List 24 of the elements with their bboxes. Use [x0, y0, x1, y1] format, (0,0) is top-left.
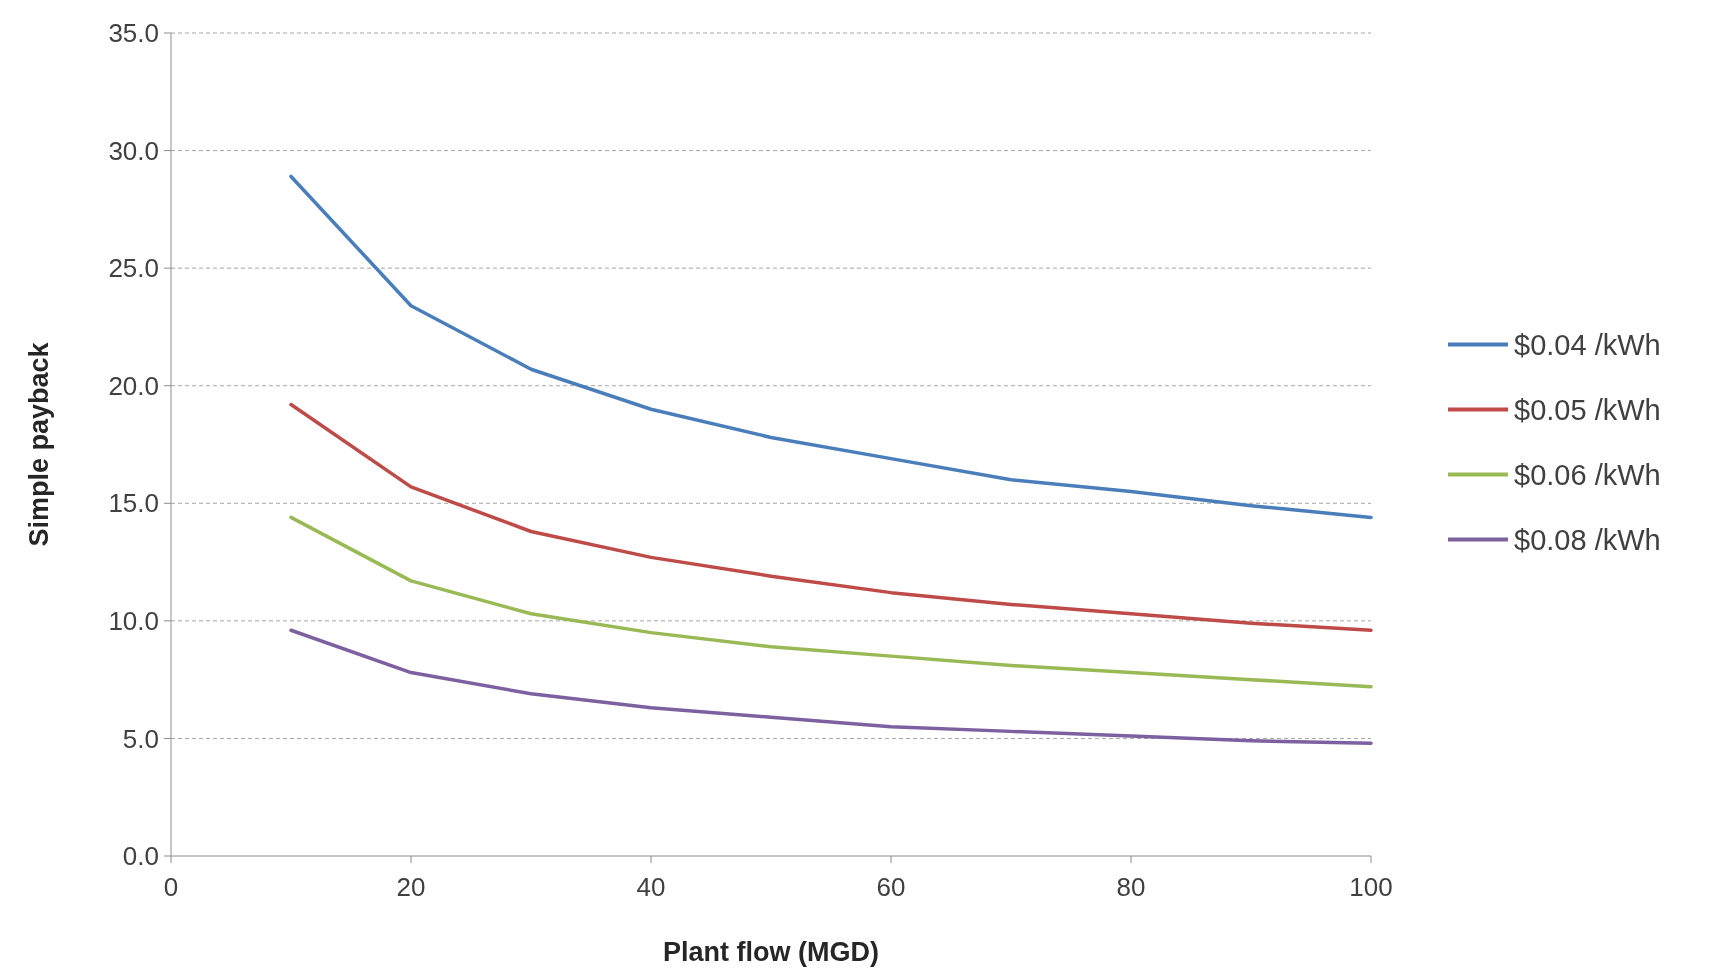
y-tick-label: 15.0	[108, 488, 159, 519]
x-tick-label: 20	[396, 872, 426, 902]
legend-label: $0.06 /kWh	[1514, 458, 1661, 491]
line-series	[289, 628, 1373, 745]
x-tick-label: 80	[1116, 872, 1146, 902]
line-series	[289, 174, 1373, 520]
line-series	[289, 515, 1373, 689]
y-tick-label: 30.0	[108, 135, 159, 166]
legend-label: $0.05 /kWh	[1514, 393, 1661, 426]
x-tick-label: 40	[636, 872, 666, 902]
legend-label: $0.08 /kWh	[1514, 523, 1661, 556]
x-tick-label: 60	[876, 872, 906, 902]
legend-label: $0.04 /kWh	[1514, 328, 1661, 361]
x-tick-label: 0	[163, 872, 179, 902]
x-axis-title: Plant flow (MGD)	[663, 937, 879, 967]
x-tick-label: 100	[1349, 872, 1393, 902]
y-tick-label: 0.0	[122, 841, 159, 872]
y-tick-label: 20.0	[108, 370, 159, 401]
y-tick-label: 5.0	[122, 723, 159, 754]
line-series	[289, 402, 1373, 633]
y-axis-title: Simple payback	[24, 341, 54, 547]
y-tick-label: 10.0	[108, 605, 159, 636]
y-tick-label: 25.0	[108, 253, 159, 284]
y-tick-label: 35.0	[108, 18, 159, 49]
